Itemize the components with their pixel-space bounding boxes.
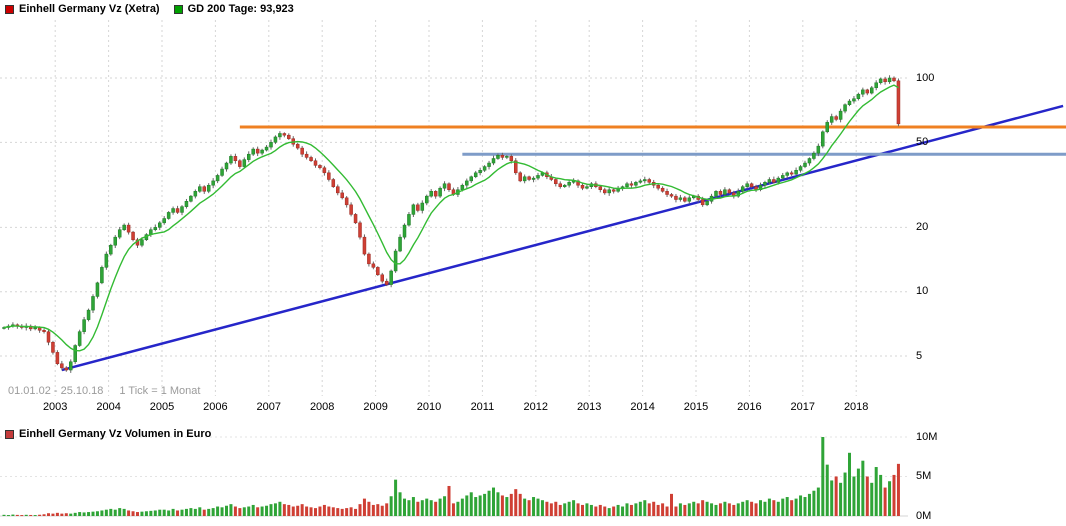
- date-range-label: 01.01.02 - 25.10.18: [8, 385, 104, 397]
- tick-interval-label: 1 Tick = 1 Monat: [119, 385, 201, 397]
- candlestick-series: [2, 75, 901, 373]
- ma-series-swatch-icon: [173, 4, 183, 14]
- gd200-ma-line: [3, 84, 899, 352]
- chart-info: 01.01.02 - 25.10.18 1 Tick = 1 Monat: [8, 385, 200, 397]
- ascending-trend-line: [61, 104, 1064, 372]
- legend-item-moving-average: GD 200 Tage: 93,923: [173, 3, 294, 15]
- volume-bars: [2, 437, 900, 517]
- legend-item-price-series: Einhell Germany Vz (Xetra): [5, 3, 160, 15]
- volume-series-label: Einhell Germany Vz Volumen in Euro: [19, 428, 212, 440]
- price-series-label: Einhell Germany Vz (Xetra): [19, 3, 160, 15]
- grid-lines: [0, 20, 908, 477]
- chart-legend: Einhell Germany Vz (Xetra) GD 200 Tage: …: [5, 3, 294, 15]
- legend-item-volume-series: Einhell Germany Vz Volumen in Euro: [5, 428, 211, 440]
- price-series-swatch-icon: [5, 4, 14, 14]
- ma-series-label: GD 200 Tage: 93,923: [187, 3, 294, 15]
- volume-legend: Einhell Germany Vz Volumen in Euro: [5, 428, 211, 440]
- volume-series-swatch-icon: [5, 429, 14, 439]
